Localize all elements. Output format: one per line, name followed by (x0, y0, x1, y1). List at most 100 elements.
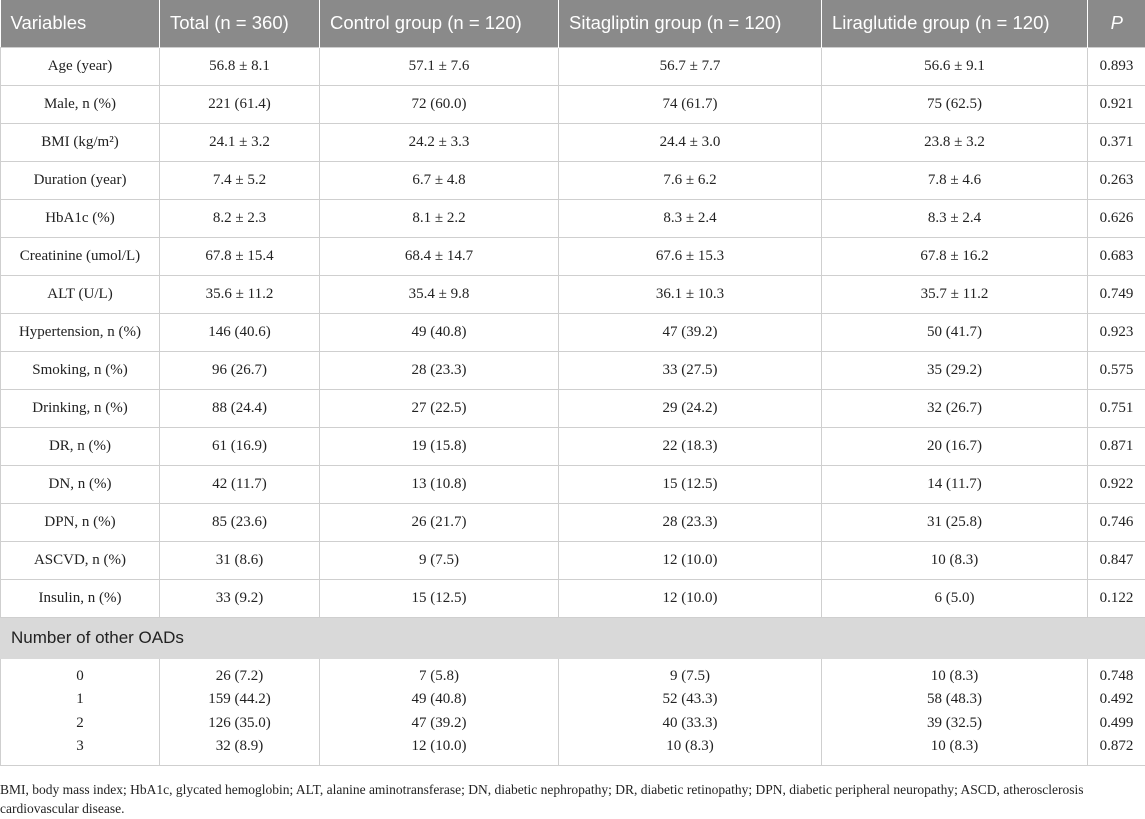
table-cell: 10 (8.3) (821, 735, 1088, 766)
column-header: Sitagliptin group (n = 120) (558, 0, 822, 47)
column-header: Liraglutide group (n = 120) (821, 0, 1088, 47)
table-cell: 56.7 ± 7.7 (558, 46, 822, 86)
table-cell: 8.1 ± 2.2 (319, 198, 559, 238)
table-row: Hypertension, n (%) 146 (40.6) 49 (40.8) 47… (0, 312, 1145, 352)
table-cell: 0.746 (1087, 502, 1145, 542)
table-cell: 10 (8.3) (821, 658, 1088, 688)
section-row: Number of other OADs (0, 616, 1145, 659)
row-label-cell: Age (year) (0, 46, 160, 86)
table-cell: 10 (8.3) (821, 540, 1088, 580)
table-cell: 40 (33.3) (558, 711, 822, 735)
table-row: ASCVD, n (%) 31 (8.6) 9 (7.5) 12 (10.0) 10 (… (0, 540, 1145, 580)
table-cell: 20 (16.7) (821, 426, 1088, 466)
table-row: DR, n (%) 61 (16.9) 19 (15.8) 22 (18.3) 20 (… (0, 426, 1145, 466)
table-cell: 88 (24.4) (159, 388, 320, 428)
table-cell: 7 (5.8) (319, 658, 559, 688)
table-cell: 0.847 (1087, 540, 1145, 580)
table-cell: 28 (23.3) (319, 350, 559, 390)
row-label-cell: ALT (U/L) (0, 274, 160, 314)
table-cell: 0.371 (1087, 122, 1145, 162)
table-body: Age (year) 56.8 ± 8.1 57.1 ± 7.6 56.7 ± 7.7… (0, 46, 1145, 766)
table-cell: 9 (7.5) (558, 658, 822, 688)
table-cell: 35.6 ± 11.2 (159, 274, 320, 314)
table-cell: 0.921 (1087, 84, 1145, 124)
table-cell: 7.8 ± 4.6 (821, 160, 1088, 200)
column-header: P (1087, 0, 1145, 47)
table-cell: 0.749 (1087, 274, 1145, 314)
table-footnote: BMI, body mass index; HbA1c, glycated he… (0, 782, 1084, 816)
table-cell: 9 (7.5) (319, 540, 559, 580)
table-cell: 49 (40.8) (319, 688, 559, 712)
table-cell: 6 (5.0) (821, 578, 1088, 618)
table-cell: 47 (39.2) (319, 711, 559, 735)
table-row: Duration (year) 7.4 ± 5.2 6.7 ± 4.8 7.6 ± 6… (0, 160, 1145, 200)
column-header: Total (n = 360) (159, 0, 320, 47)
table-row: ALT (U/L) 35.6 ± 11.2 35.4 ± 9.8 36.1 ± 10.… (0, 274, 1145, 314)
row-label-cell: Smoking, n (%) (0, 350, 160, 390)
row-label-cell: 1 (0, 688, 160, 712)
table-cell: 42 (11.7) (159, 464, 320, 504)
row-label-cell: HbA1c (%) (0, 198, 160, 238)
table-cell: 36.1 ± 10.3 (558, 274, 822, 314)
table-cell: 0.492 (1087, 688, 1145, 712)
table-cell: 35.7 ± 11.2 (821, 274, 1088, 314)
section-label: Number of other OADs (0, 616, 1145, 659)
table-cell: 50 (41.7) (821, 312, 1088, 352)
table-cell: 0.122 (1087, 578, 1145, 618)
table-cell: 74 (61.7) (558, 84, 822, 124)
table-cell: 12 (10.0) (558, 578, 822, 618)
table-cell: 67.8 ± 16.2 (821, 236, 1088, 276)
row-label-cell: Duration (year) (0, 160, 160, 200)
table-row: 2 126 (35.0) 47 (39.2) 40 (33.3) 39 (32.5) 0.… (0, 711, 1145, 735)
table-cell: 159 (44.2) (159, 688, 320, 712)
row-label-cell: Hypertension, n (%) (0, 312, 160, 352)
table-cell: 12 (10.0) (319, 735, 559, 766)
table-cell: 8.3 ± 2.4 (821, 198, 1088, 238)
table-cell: 14 (11.7) (821, 464, 1088, 504)
table-row: 0 26 (7.2) 7 (5.8) 9 (7.5) 10 (8.3) 0.748 (0, 658, 1145, 688)
table-cell: 35.4 ± 9.8 (319, 274, 559, 314)
table-cell: 27 (22.5) (319, 388, 559, 428)
row-label-cell: ASCVD, n (%) (0, 540, 160, 580)
table-row: DPN, n (%) 85 (23.6) 26 (21.7) 28 (23.3) 31 … (0, 502, 1145, 542)
table-row: 3 32 (8.9) 12 (10.0) 10 (8.3) 10 (8.3) 0.872 (0, 735, 1145, 766)
table-row: HbA1c (%) 8.2 ± 2.3 8.1 ± 2.2 8.3 ± 2.4 8.3 … (0, 198, 1145, 238)
table-cell: 85 (23.6) (159, 502, 320, 542)
table-container: Variables Total (n = 360) Control group (n… (0, 0, 1145, 766)
table-cell: 31 (25.8) (821, 502, 1088, 542)
table-cell: 33 (9.2) (159, 578, 320, 618)
table-row: Drinking, n (%) 88 (24.4) 27 (22.5) 29 (24.… (0, 388, 1145, 428)
table-cell: 57.1 ± 7.6 (319, 46, 559, 86)
table-cell: 0.626 (1087, 198, 1145, 238)
row-label-cell: 3 (0, 735, 160, 766)
row-label-cell: DR, n (%) (0, 426, 160, 466)
table-row: Smoking, n (%) 96 (26.7) 28 (23.3) 33 (27.5… (0, 350, 1145, 390)
table-cell: 56.6 ± 9.1 (821, 46, 1088, 86)
table-cell: 15 (12.5) (319, 578, 559, 618)
table-row: 1 159 (44.2) 49 (40.8) 52 (43.3) 58 (48.3) 0.… (0, 688, 1145, 712)
table-cell: 49 (40.8) (319, 312, 559, 352)
row-label-cell: 2 (0, 711, 160, 735)
row-label-cell: DPN, n (%) (0, 502, 160, 542)
row-label-cell: Drinking, n (%) (0, 388, 160, 428)
table-cell: 22 (18.3) (558, 426, 822, 466)
table-cell: 58 (48.3) (821, 688, 1088, 712)
table-cell: 8.3 ± 2.4 (558, 198, 822, 238)
table-cell: 52 (43.3) (558, 688, 822, 712)
table-cell: 33 (27.5) (558, 350, 822, 390)
table-cell: 72 (60.0) (319, 84, 559, 124)
table-cell: 7.4 ± 5.2 (159, 160, 320, 200)
row-label-cell: Insulin, n (%) (0, 578, 160, 618)
table-cell: 15 (12.5) (558, 464, 822, 504)
table-row: DN, n (%) 42 (11.7) 13 (10.8) 15 (12.5) 14 (… (0, 464, 1145, 504)
table-cell: 24.1 ± 3.2 (159, 122, 320, 162)
row-label-cell: BMI (kg/m²) (0, 122, 160, 162)
table-cell: 61 (16.9) (159, 426, 320, 466)
row-label-cell: Male, n (%) (0, 84, 160, 124)
table-cell: 0.751 (1087, 388, 1145, 428)
table-cell: 31 (8.6) (159, 540, 320, 580)
table-row: BMI (kg/m²) 24.1 ± 3.2 24.2 ± 3.3 24.4 ± 3.… (0, 122, 1145, 162)
table-cell: 0.263 (1087, 160, 1145, 200)
table-cell: 35 (29.2) (821, 350, 1088, 390)
table-cell: 0.871 (1087, 426, 1145, 466)
